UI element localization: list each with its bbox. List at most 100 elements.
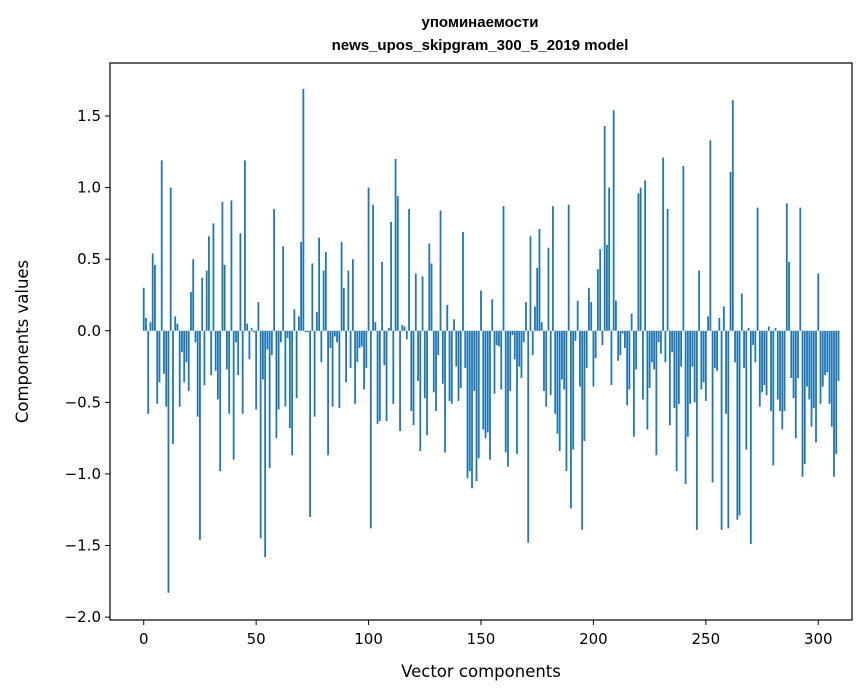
bar — [745, 330, 748, 450]
bar — [369, 330, 372, 529]
bar — [716, 330, 718, 371]
bar — [635, 330, 638, 370]
bar — [322, 270, 325, 331]
bar — [356, 330, 359, 363]
x-tick-label: 0 — [139, 630, 149, 648]
bar — [794, 330, 797, 439]
bar — [248, 330, 251, 360]
bar — [711, 330, 714, 483]
bar — [572, 330, 575, 450]
bar — [835, 330, 838, 454]
bar — [788, 262, 790, 331]
bar — [273, 209, 276, 331]
bar — [785, 203, 788, 331]
x-tick-label: 300 — [804, 630, 833, 648]
bar — [237, 330, 240, 376]
y-tick-label: −0.5 — [65, 393, 101, 411]
bar — [246, 323, 249, 331]
bar — [558, 330, 561, 452]
bar — [637, 193, 640, 331]
bar — [520, 330, 523, 379]
bar — [736, 330, 739, 520]
bar — [752, 330, 754, 346]
bar — [770, 330, 772, 411]
bar — [347, 270, 350, 331]
bar — [668, 330, 671, 426]
bar — [556, 330, 559, 434]
bar — [145, 317, 147, 331]
bar — [727, 330, 730, 529]
bar — [268, 330, 271, 469]
bar — [810, 330, 813, 427]
bar — [729, 171, 732, 331]
bar — [284, 330, 287, 407]
bar — [630, 313, 633, 331]
bar — [592, 330, 595, 387]
bar — [219, 330, 222, 472]
bar — [561, 330, 563, 380]
bar — [779, 330, 781, 411]
bar — [336, 330, 338, 343]
bar — [677, 330, 680, 404]
bar — [205, 270, 208, 331]
bar — [803, 330, 806, 464]
bar — [408, 209, 410, 331]
bar — [435, 330, 437, 411]
bar — [601, 330, 604, 346]
bar — [327, 330, 329, 456]
bar — [477, 330, 480, 459]
bar — [545, 330, 548, 407]
bar — [226, 330, 228, 370]
bar — [363, 330, 365, 390]
bar — [507, 330, 509, 467]
bar — [725, 330, 727, 414]
bar — [196, 330, 199, 417]
bar — [540, 322, 543, 331]
bar — [684, 330, 687, 484]
bar — [212, 223, 215, 331]
bar — [302, 88, 305, 331]
bar — [801, 330, 804, 477]
bar — [653, 330, 656, 370]
bar — [518, 330, 521, 367]
bar — [194, 330, 197, 343]
bar — [313, 330, 316, 417]
bar — [628, 330, 631, 390]
bar — [259, 330, 262, 539]
bar — [837, 330, 840, 381]
bar — [808, 330, 811, 400]
bar — [167, 330, 170, 593]
bar — [772, 330, 775, 466]
bar — [673, 330, 676, 409]
bar — [279, 330, 282, 343]
bar — [583, 330, 586, 442]
bar — [223, 264, 226, 331]
bar — [455, 330, 458, 367]
bar — [378, 330, 381, 421]
bar — [826, 330, 829, 373]
bar — [403, 326, 406, 331]
bar — [235, 330, 237, 343]
bar — [527, 330, 530, 543]
bar — [394, 158, 397, 331]
bar — [511, 330, 514, 336]
bar — [615, 300, 617, 331]
bar — [172, 330, 174, 444]
bar — [585, 330, 588, 368]
bar — [797, 330, 799, 379]
bar — [644, 180, 647, 331]
bar — [790, 330, 793, 379]
bar — [648, 330, 651, 389]
bar — [624, 330, 626, 348]
bar — [151, 253, 154, 331]
bar — [504, 330, 507, 453]
bar — [264, 330, 267, 557]
bar — [767, 326, 770, 331]
bar — [342, 287, 345, 331]
bar — [689, 330, 692, 404]
bar — [691, 330, 694, 367]
bar — [160, 160, 163, 331]
y-axis-label: Components values — [13, 260, 32, 423]
bar — [781, 330, 784, 430]
bar — [754, 330, 757, 363]
